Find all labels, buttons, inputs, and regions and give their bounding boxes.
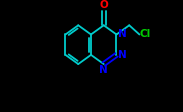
Text: N: N [99, 65, 108, 75]
Text: N: N [117, 50, 126, 60]
Text: O: O [99, 0, 108, 10]
Text: Cl: Cl [140, 29, 151, 39]
Text: N: N [117, 29, 126, 39]
